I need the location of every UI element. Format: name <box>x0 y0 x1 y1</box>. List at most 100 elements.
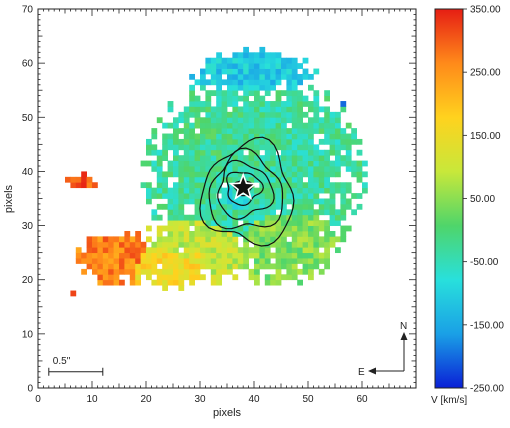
velocity-pixel <box>156 193 163 199</box>
velocity-pixel <box>183 187 190 194</box>
velocity-pixel <box>140 182 147 189</box>
velocity-pixel <box>324 241 330 248</box>
velocity-pixel <box>281 193 287 199</box>
velocity-pixel <box>281 166 287 172</box>
velocity-pixel <box>146 149 152 156</box>
velocity-pixel <box>275 63 282 69</box>
velocity-pixel <box>254 220 260 226</box>
velocity-pixel <box>140 258 147 264</box>
velocity-pixel <box>335 117 341 124</box>
velocity-pixel <box>248 128 255 134</box>
velocity-pixel <box>243 90 249 97</box>
velocity-pixel <box>275 160 282 167</box>
velocity-pixel <box>297 236 303 243</box>
velocity-pixel <box>205 111 212 118</box>
velocity-pixel <box>167 171 174 178</box>
velocity-pixel <box>270 128 276 134</box>
velocity-pixel <box>173 241 179 248</box>
velocity-pixel <box>291 57 298 64</box>
velocity-pixel <box>302 101 309 107</box>
velocity-pixel <box>237 166 244 172</box>
velocity-pixel <box>248 203 255 210</box>
velocity-pixel <box>232 122 239 129</box>
velocity-pixel <box>275 258 282 264</box>
velocity-pixel <box>119 279 125 286</box>
velocity-pixel <box>189 144 195 151</box>
velocity-pixel <box>124 252 131 259</box>
velocity-pixel <box>227 133 233 140</box>
velocity-pixel <box>281 133 287 140</box>
velocity-pixel <box>313 90 320 97</box>
velocity-pixel <box>302 236 309 243</box>
velocity-pixel <box>243 176 249 183</box>
velocity-pixel <box>302 122 309 129</box>
velocity-pixel <box>243 209 249 216</box>
velocity-pixel <box>200 230 206 237</box>
velocity-pixel <box>156 247 163 254</box>
velocity-pixel <box>92 247 98 254</box>
velocity-pixel <box>254 252 260 259</box>
velocity-pixel <box>210 187 217 194</box>
velocity-pixel <box>291 111 298 118</box>
velocity-pixel <box>259 52 266 59</box>
velocity-pixel <box>308 101 314 107</box>
velocity-pixel <box>173 171 179 178</box>
velocity-pixel <box>140 247 147 254</box>
velocity-pixel <box>324 90 330 97</box>
contour-line <box>217 159 275 220</box>
velocity-pixel <box>286 241 293 248</box>
velocity-pixel <box>308 106 314 113</box>
velocity-pixel <box>264 160 271 167</box>
velocity-pixel <box>146 138 152 145</box>
velocity-pixel <box>270 241 276 248</box>
contour-line <box>226 171 264 207</box>
velocity-pixel <box>151 149 158 156</box>
velocity-pixel <box>259 247 266 254</box>
velocity-pixel <box>281 203 287 210</box>
velocity-pixel <box>291 155 298 161</box>
velocity-pixel <box>216 236 222 243</box>
velocity-pixel <box>286 117 293 124</box>
velocity-pixel <box>243 220 249 226</box>
velocity-pixel <box>286 73 293 80</box>
velocity-pixel <box>156 117 163 124</box>
velocity-pixel <box>297 166 303 172</box>
colorbar-ticks: 350.00 250.00 150.00 50.00 -50.00 -150.00 -250… <box>463 5 504 395</box>
velocity-pixel <box>281 57 287 64</box>
velocity-pixel <box>173 214 179 221</box>
velocity-pixel <box>210 68 217 75</box>
velocity-pixel <box>200 84 206 91</box>
velocity-pixel <box>313 198 320 205</box>
velocity-pixel <box>216 101 222 107</box>
velocity-pixel <box>286 155 293 161</box>
velocity-pixel <box>216 68 222 75</box>
velocity-pixel <box>167 187 174 194</box>
velocity-pixel <box>313 247 320 254</box>
velocity-pixel <box>275 128 282 134</box>
velocity-pixel <box>86 247 93 254</box>
colorbar-label: V [km/s] <box>431 395 467 406</box>
velocity-pixel <box>178 241 185 248</box>
velocity-pixel <box>227 182 233 189</box>
velocity-pixel <box>237 84 244 91</box>
velocity-pixel <box>281 176 287 183</box>
velocity-pixel <box>151 263 158 270</box>
velocity-pixel <box>210 209 217 216</box>
velocity-pixel <box>264 225 271 232</box>
velocity-pixel <box>270 101 276 107</box>
velocity-pixel <box>340 187 347 194</box>
velocity-pixel <box>264 258 271 264</box>
velocity-pixel <box>200 225 206 232</box>
velocity-pixel <box>232 111 239 118</box>
velocity-pixel <box>200 193 206 199</box>
velocity-pixel <box>302 203 309 210</box>
velocity-pixel <box>162 225 168 232</box>
velocity-pixel <box>173 263 179 270</box>
velocity-pixel <box>167 193 174 199</box>
velocity-pixel <box>178 220 185 226</box>
velocity-pixel <box>281 138 287 145</box>
velocity-pixel <box>275 279 282 286</box>
velocity-pixel <box>335 155 341 161</box>
velocity-pixel <box>291 166 298 172</box>
